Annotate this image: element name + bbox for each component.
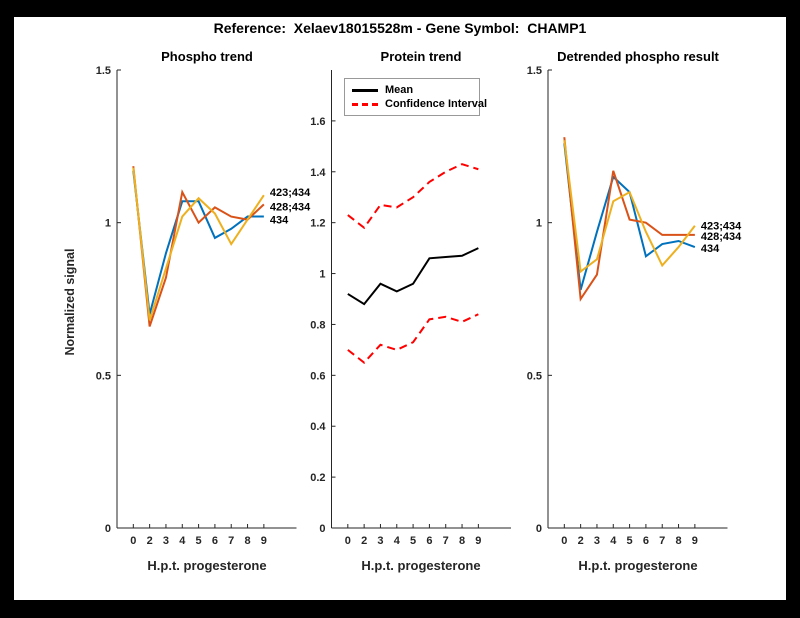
y-tick-label: 0 [536, 523, 542, 535]
x-tick-label: 6 [212, 535, 218, 547]
series-line-Confidence-Interval-lower [347, 313, 479, 364]
x-tick-label: 3 [377, 535, 383, 547]
y-tick-label: 0.8 [310, 319, 325, 331]
x-tick-label: 7 [659, 535, 665, 547]
x-tick-label: 7 [228, 535, 234, 547]
mean-line-sample [352, 88, 378, 92]
legend-item-confidence-interval: Confidence Interval [352, 97, 487, 111]
y-tick-label: 1.6 [310, 116, 325, 128]
legend-label-mean: Mean [385, 84, 414, 96]
subplot3-x-axis-label: H.p.t. progesterone [578, 558, 698, 573]
x-tick-label: 0 [130, 535, 136, 547]
legend: Mean Confidence Interval [344, 78, 487, 116]
y-tick-label: 0.6 [310, 370, 325, 382]
x-tick-label: 4 [394, 535, 401, 547]
y-tick-label: 0 [319, 523, 325, 535]
series-line-Confidence-Interval-upper [347, 163, 479, 230]
confidence-interval-line-sample [352, 102, 378, 106]
y-tick-label: 1 [105, 218, 111, 230]
x-tick-label: 3 [163, 535, 169, 547]
x-tick-label: 0 [561, 535, 567, 547]
x-tick-label: 6 [643, 535, 649, 547]
subplot2-title: Protein trend [380, 49, 462, 64]
x-tick-label: 5 [627, 535, 633, 547]
series-line-423-434 [132, 167, 265, 321]
legend-label-confidence-interval: Confidence Interval [385, 98, 488, 110]
legend-item-mean: Mean [352, 83, 479, 97]
y-tick-label: 1.5 [527, 65, 542, 77]
x-tick-label: 8 [675, 535, 681, 547]
series-end-label: 434 [701, 243, 720, 255]
series-end-label: 428;434 [701, 231, 742, 243]
y-tick-label: 0 [105, 523, 111, 535]
x-tick-label: 4 [179, 535, 186, 547]
series-line-434 [132, 170, 264, 315]
y-tick-label: 1.2 [310, 218, 325, 230]
figure-title: Reference: Xelaev18015528m - Gene Symbol… [213, 20, 587, 36]
x-tick-label: 9 [692, 535, 698, 547]
y-tick-label: 1 [319, 269, 325, 281]
x-tick-label: 2 [361, 535, 367, 547]
x-tick-label: 0 [345, 535, 351, 547]
subplot1-title: Phospho trend [161, 49, 253, 64]
subplot2-x-axis-label: H.p.t. progesterone [361, 558, 481, 573]
series-line-428-434 [563, 137, 695, 302]
series-end-label: 428;434 [270, 201, 311, 213]
y-tick-label: 0.5 [96, 370, 111, 382]
series-line-428-434 [132, 166, 265, 327]
x-tick-label: 9 [475, 535, 481, 547]
x-tick-label: 5 [410, 535, 416, 547]
x-tick-label: 6 [426, 535, 432, 547]
y-tick-label: 0.2 [310, 472, 325, 484]
subplot1-x-axis-label: H.p.t. progesterone [147, 558, 267, 573]
y-tick-label: 1.5 [96, 65, 111, 77]
series-line-Mean [347, 247, 479, 306]
x-tick-label: 2 [578, 535, 584, 547]
x-tick-label: 7 [443, 535, 449, 547]
x-tick-label: 5 [196, 535, 202, 547]
y-tick-label: 1.4 [310, 167, 326, 179]
x-tick-label: 9 [261, 535, 267, 547]
x-tick-label: 2 [147, 535, 153, 547]
x-tick-label: 8 [459, 535, 465, 547]
y-tick-label: 1 [536, 218, 542, 230]
subplot3-title: Detrended phospho result [557, 49, 719, 64]
y-tick-label: 0.5 [527, 370, 542, 382]
x-tick-label: 3 [594, 535, 600, 547]
series-end-label: 434 [270, 215, 289, 227]
x-tick-label: 8 [244, 535, 250, 547]
series-line-423-434 [563, 140, 696, 274]
x-tick-label: 4 [610, 535, 617, 547]
y-tick-label: 0.4 [310, 421, 326, 433]
series-end-label: 423;434 [270, 187, 311, 199]
series-end-label: 423;434 [701, 221, 742, 233]
